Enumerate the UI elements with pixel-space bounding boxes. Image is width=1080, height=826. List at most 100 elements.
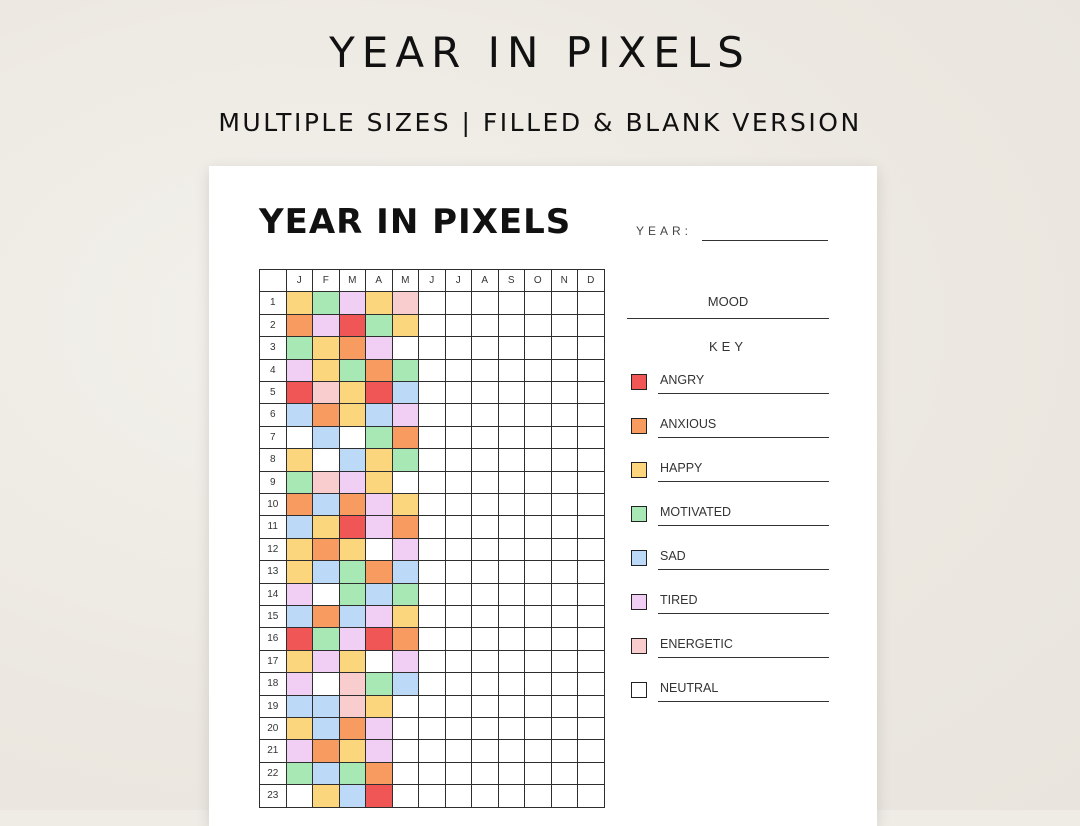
day-pixel[interactable] — [285, 739, 313, 763]
day-pixel[interactable] — [444, 627, 472, 651]
day-pixel[interactable] — [550, 493, 578, 517]
day-pixel[interactable] — [418, 403, 446, 427]
day-pixel[interactable] — [550, 605, 578, 629]
day-pixel[interactable] — [312, 515, 340, 539]
day-pixel[interactable] — [471, 560, 499, 584]
day-pixel[interactable] — [524, 291, 552, 315]
day-pixel[interactable] — [365, 537, 393, 562]
day-pixel[interactable] — [550, 761, 578, 786]
day-pixel[interactable] — [338, 515, 366, 539]
day-pixel[interactable] — [285, 313, 313, 338]
day-pixel[interactable] — [550, 537, 578, 562]
day-pixel[interactable] — [338, 336, 366, 360]
day-pixel[interactable] — [391, 560, 419, 584]
day-pixel[interactable] — [444, 717, 472, 741]
day-pixel[interactable] — [338, 358, 366, 382]
day-pixel[interactable] — [312, 493, 340, 517]
day-pixel[interactable] — [550, 381, 578, 405]
day-pixel[interactable] — [524, 560, 552, 584]
day-pixel[interactable] — [418, 582, 446, 606]
day-pixel[interactable] — [550, 515, 578, 539]
day-pixel[interactable] — [391, 291, 419, 315]
day-pixel[interactable] — [550, 425, 578, 450]
day-pixel[interactable] — [497, 717, 525, 741]
day-pixel[interactable] — [312, 784, 340, 808]
day-pixel[interactable] — [418, 336, 446, 360]
day-pixel[interactable] — [365, 358, 393, 382]
day-pixel[interactable] — [524, 605, 552, 629]
day-pixel[interactable] — [312, 537, 340, 562]
day-pixel[interactable] — [418, 358, 446, 382]
day-pixel[interactable] — [577, 739, 605, 763]
day-pixel[interactable] — [497, 761, 525, 786]
day-pixel[interactable] — [418, 672, 446, 696]
day-pixel[interactable] — [550, 358, 578, 382]
day-pixel[interactable] — [365, 627, 393, 651]
day-pixel[interactable] — [497, 649, 525, 674]
day-pixel[interactable] — [365, 784, 393, 808]
day-pixel[interactable] — [391, 358, 419, 382]
day-pixel[interactable] — [497, 560, 525, 584]
day-pixel[interactable] — [312, 672, 340, 696]
day-pixel[interactable] — [312, 403, 340, 427]
day-pixel[interactable] — [338, 493, 366, 517]
day-pixel[interactable] — [391, 493, 419, 517]
day-pixel[interactable] — [312, 739, 340, 763]
day-pixel[interactable] — [312, 582, 340, 606]
day-pixel[interactable] — [312, 358, 340, 382]
day-pixel[interactable] — [285, 672, 313, 696]
day-pixel[interactable] — [365, 694, 393, 718]
day-pixel[interactable] — [444, 672, 472, 696]
day-pixel[interactable] — [285, 403, 313, 427]
day-pixel[interactable] — [497, 470, 525, 494]
day-pixel[interactable] — [338, 291, 366, 315]
day-pixel[interactable] — [391, 470, 419, 494]
day-pixel[interactable] — [312, 761, 340, 786]
day-pixel[interactable] — [524, 627, 552, 651]
day-pixel[interactable] — [471, 493, 499, 517]
day-pixel[interactable] — [497, 313, 525, 338]
day-pixel[interactable] — [524, 381, 552, 405]
day-pixel[interactable] — [285, 358, 313, 382]
day-pixel[interactable] — [338, 627, 366, 651]
day-pixel[interactable] — [524, 493, 552, 517]
day-pixel[interactable] — [285, 537, 313, 562]
day-pixel[interactable] — [524, 403, 552, 427]
day-pixel[interactable] — [524, 336, 552, 360]
day-pixel[interactable] — [391, 425, 419, 450]
day-pixel[interactable] — [365, 313, 393, 338]
day-pixel[interactable] — [418, 784, 446, 808]
day-pixel[interactable] — [497, 739, 525, 763]
day-pixel[interactable] — [471, 537, 499, 562]
day-pixel[interactable] — [471, 381, 499, 405]
day-pixel[interactable] — [312, 605, 340, 629]
day-pixel[interactable] — [524, 358, 552, 382]
day-pixel[interactable] — [391, 403, 419, 427]
day-pixel[interactable] — [550, 739, 578, 763]
day-pixel[interactable] — [365, 560, 393, 584]
day-pixel[interactable] — [444, 470, 472, 494]
day-pixel[interactable] — [365, 403, 393, 427]
day-pixel[interactable] — [285, 381, 313, 405]
day-pixel[interactable] — [338, 448, 366, 472]
day-pixel[interactable] — [497, 694, 525, 718]
day-pixel[interactable] — [418, 291, 446, 315]
day-pixel[interactable] — [285, 605, 313, 629]
day-pixel[interactable] — [338, 313, 366, 338]
day-pixel[interactable] — [312, 649, 340, 674]
day-pixel[interactable] — [497, 672, 525, 696]
day-pixel[interactable] — [524, 515, 552, 539]
day-pixel[interactable] — [577, 784, 605, 808]
day-pixel[interactable] — [444, 448, 472, 472]
day-pixel[interactable] — [285, 425, 313, 450]
day-pixel[interactable] — [444, 761, 472, 786]
day-pixel[interactable] — [418, 425, 446, 450]
day-pixel[interactable] — [497, 358, 525, 382]
day-pixel[interactable] — [471, 425, 499, 450]
day-pixel[interactable] — [338, 784, 366, 808]
day-pixel[interactable] — [391, 537, 419, 562]
day-pixel[interactable] — [471, 336, 499, 360]
day-pixel[interactable] — [550, 291, 578, 315]
day-pixel[interactable] — [577, 649, 605, 674]
day-pixel[interactable] — [312, 717, 340, 741]
